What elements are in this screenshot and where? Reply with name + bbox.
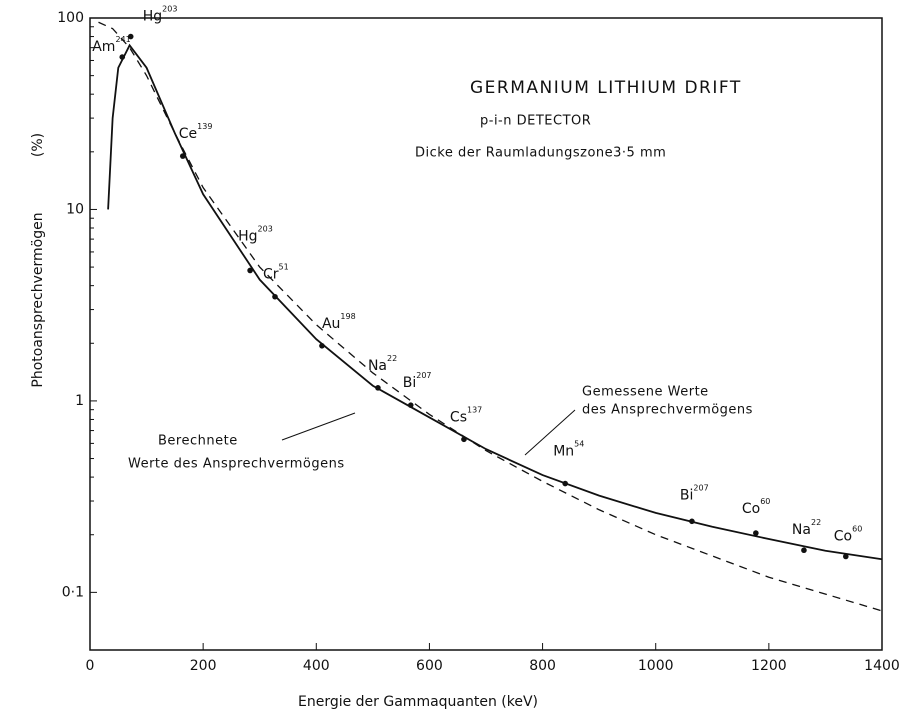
- point-label-symbol: Na: [792, 522, 811, 538]
- y-tick-label: 10: [66, 201, 84, 217]
- point-label: Co60: [742, 497, 771, 518]
- x-tick-label: 1000: [638, 658, 674, 674]
- point-label-symbol: Bi: [680, 487, 694, 503]
- point-label: Am241: [92, 35, 131, 56]
- data-point: [753, 530, 759, 536]
- point-label-mass: 137: [467, 405, 482, 414]
- point-label-symbol: Co: [834, 528, 852, 544]
- data-point: [119, 54, 126, 60]
- annotation: GERMANIUM LITHIUM DRIFT: [470, 78, 742, 98]
- point-label-mass: 60: [760, 497, 770, 506]
- point-label-symbol: Na: [368, 358, 387, 374]
- data-point: [247, 267, 253, 274]
- leader-line: [281, 412, 356, 441]
- y-tick-label: 1: [75, 393, 84, 409]
- point-label-symbol: Ce: [179, 126, 197, 142]
- point-label-mass: 22: [811, 518, 821, 527]
- point-label-mass: 60: [852, 524, 862, 533]
- x-axis-label: Energie der Gammaquanten (keV): [298, 694, 538, 710]
- point-label: Hg203: [143, 4, 178, 25]
- y-axis-unit: (%): [30, 133, 46, 157]
- point-label: Na22: [368, 353, 397, 374]
- x-tick-label: 0: [86, 658, 95, 674]
- data-point: [842, 553, 849, 560]
- point-label-mass: 51: [279, 262, 289, 271]
- point-label: Co60: [834, 524, 863, 545]
- curve: [98, 21, 883, 612]
- point-label-symbol: Hg: [143, 9, 162, 25]
- point-label-symbol: Mn: [553, 444, 574, 460]
- point-label-mass: 241: [115, 35, 130, 44]
- annotation: Dicke der Raumladungszone3·5 mm: [415, 146, 666, 161]
- point-label-symbol: Co: [742, 501, 760, 517]
- curve: [107, 43, 883, 561]
- point-label-mass: 198: [340, 311, 355, 320]
- point-label: Cr51: [263, 262, 289, 283]
- y-tick-label: 0·1: [62, 584, 84, 600]
- data-point: [689, 518, 695, 525]
- point-label-mass: 203: [258, 224, 273, 233]
- point-label-symbol: Cs: [450, 409, 467, 425]
- point-label-mass: 139: [197, 122, 212, 131]
- annotation: p-i-n DETECTOR: [480, 114, 591, 129]
- data-point: [407, 402, 414, 408]
- point-label-symbol: Bi: [403, 375, 417, 391]
- data-point: [179, 153, 186, 159]
- x-tick-label: 1400: [864, 658, 900, 674]
- data-point: [127, 33, 134, 40]
- point-label: Mn54: [553, 439, 584, 460]
- y-axis-label: Photoansprechvermögen: [30, 212, 46, 387]
- point-label-mass: 203: [162, 4, 177, 13]
- data-point: [461, 436, 467, 443]
- point-label: Ce139: [179, 122, 213, 143]
- point-label-mass: 54: [574, 439, 584, 448]
- data-point: [562, 480, 568, 487]
- point-label: Hg203: [238, 224, 273, 245]
- point-label-symbol: Am: [92, 39, 115, 55]
- y-tick-label: 100: [57, 10, 84, 26]
- point-label-symbol: Au: [322, 316, 340, 332]
- data-point: [801, 547, 807, 554]
- annotation: des Ansprechvermögens: [582, 403, 753, 418]
- point-label-mass: 207: [693, 483, 708, 492]
- annotation: Berechnete: [158, 434, 238, 449]
- data-point: [272, 293, 278, 300]
- point-label-mass: 207: [416, 371, 431, 380]
- data-point: [375, 385, 381, 391]
- annotation: Werte des Ansprechvermögens: [128, 457, 345, 472]
- x-tick-label: 800: [529, 658, 556, 674]
- plot-frame: [89, 17, 883, 651]
- point-label-symbol: Cr: [263, 267, 279, 283]
- point-label: Na22: [792, 518, 821, 539]
- x-tick-label: 200: [190, 658, 217, 674]
- point-label: Au198: [322, 311, 356, 332]
- annotation: Gemessene Werte: [582, 385, 709, 400]
- point-label: Bi207: [403, 371, 432, 392]
- x-tick-label: 600: [416, 658, 443, 674]
- point-label-mass: 22: [387, 353, 397, 362]
- point-label: Bi207: [680, 483, 709, 504]
- leader-line: [524, 409, 576, 456]
- point-label: Cs137: [450, 405, 482, 426]
- x-tick-label: 400: [303, 658, 330, 674]
- data-point: [319, 343, 325, 349]
- point-label-symbol: Hg: [238, 228, 257, 244]
- x-tick-label: 1200: [751, 658, 787, 674]
